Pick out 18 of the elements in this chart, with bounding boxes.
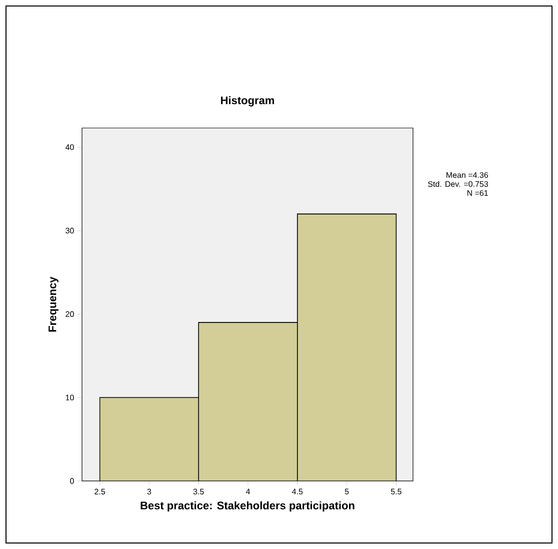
y-tick-label: 20 (66, 311, 74, 317)
text: N =61 (467, 190, 488, 196)
x-tick-label: 3.5 (193, 488, 204, 494)
chart-title: Histogram (221, 96, 274, 106)
x-axis-title: Best practice: Stakeholders participation (140, 501, 354, 512)
x-tick-label: 4.5 (292, 488, 303, 494)
y-tick-label: 0 (70, 478, 74, 484)
x-tick-label: 4 (246, 488, 250, 494)
text: Std. Dev. =0.753 (428, 180, 488, 187)
y-axis-title: Frequency (48, 276, 58, 332)
x-tick-label: 5 (344, 488, 349, 494)
y-tick-label: 40 (65, 144, 74, 150)
x-tick-label: 2.5 (94, 488, 106, 494)
x-tick-label: 5.5 (390, 488, 402, 494)
text: Mean =4.36 (446, 172, 488, 178)
x-tick-label: 3 (147, 488, 152, 494)
y-tick-label: 10 (66, 394, 74, 400)
y-tick-label: 30 (66, 228, 74, 234)
